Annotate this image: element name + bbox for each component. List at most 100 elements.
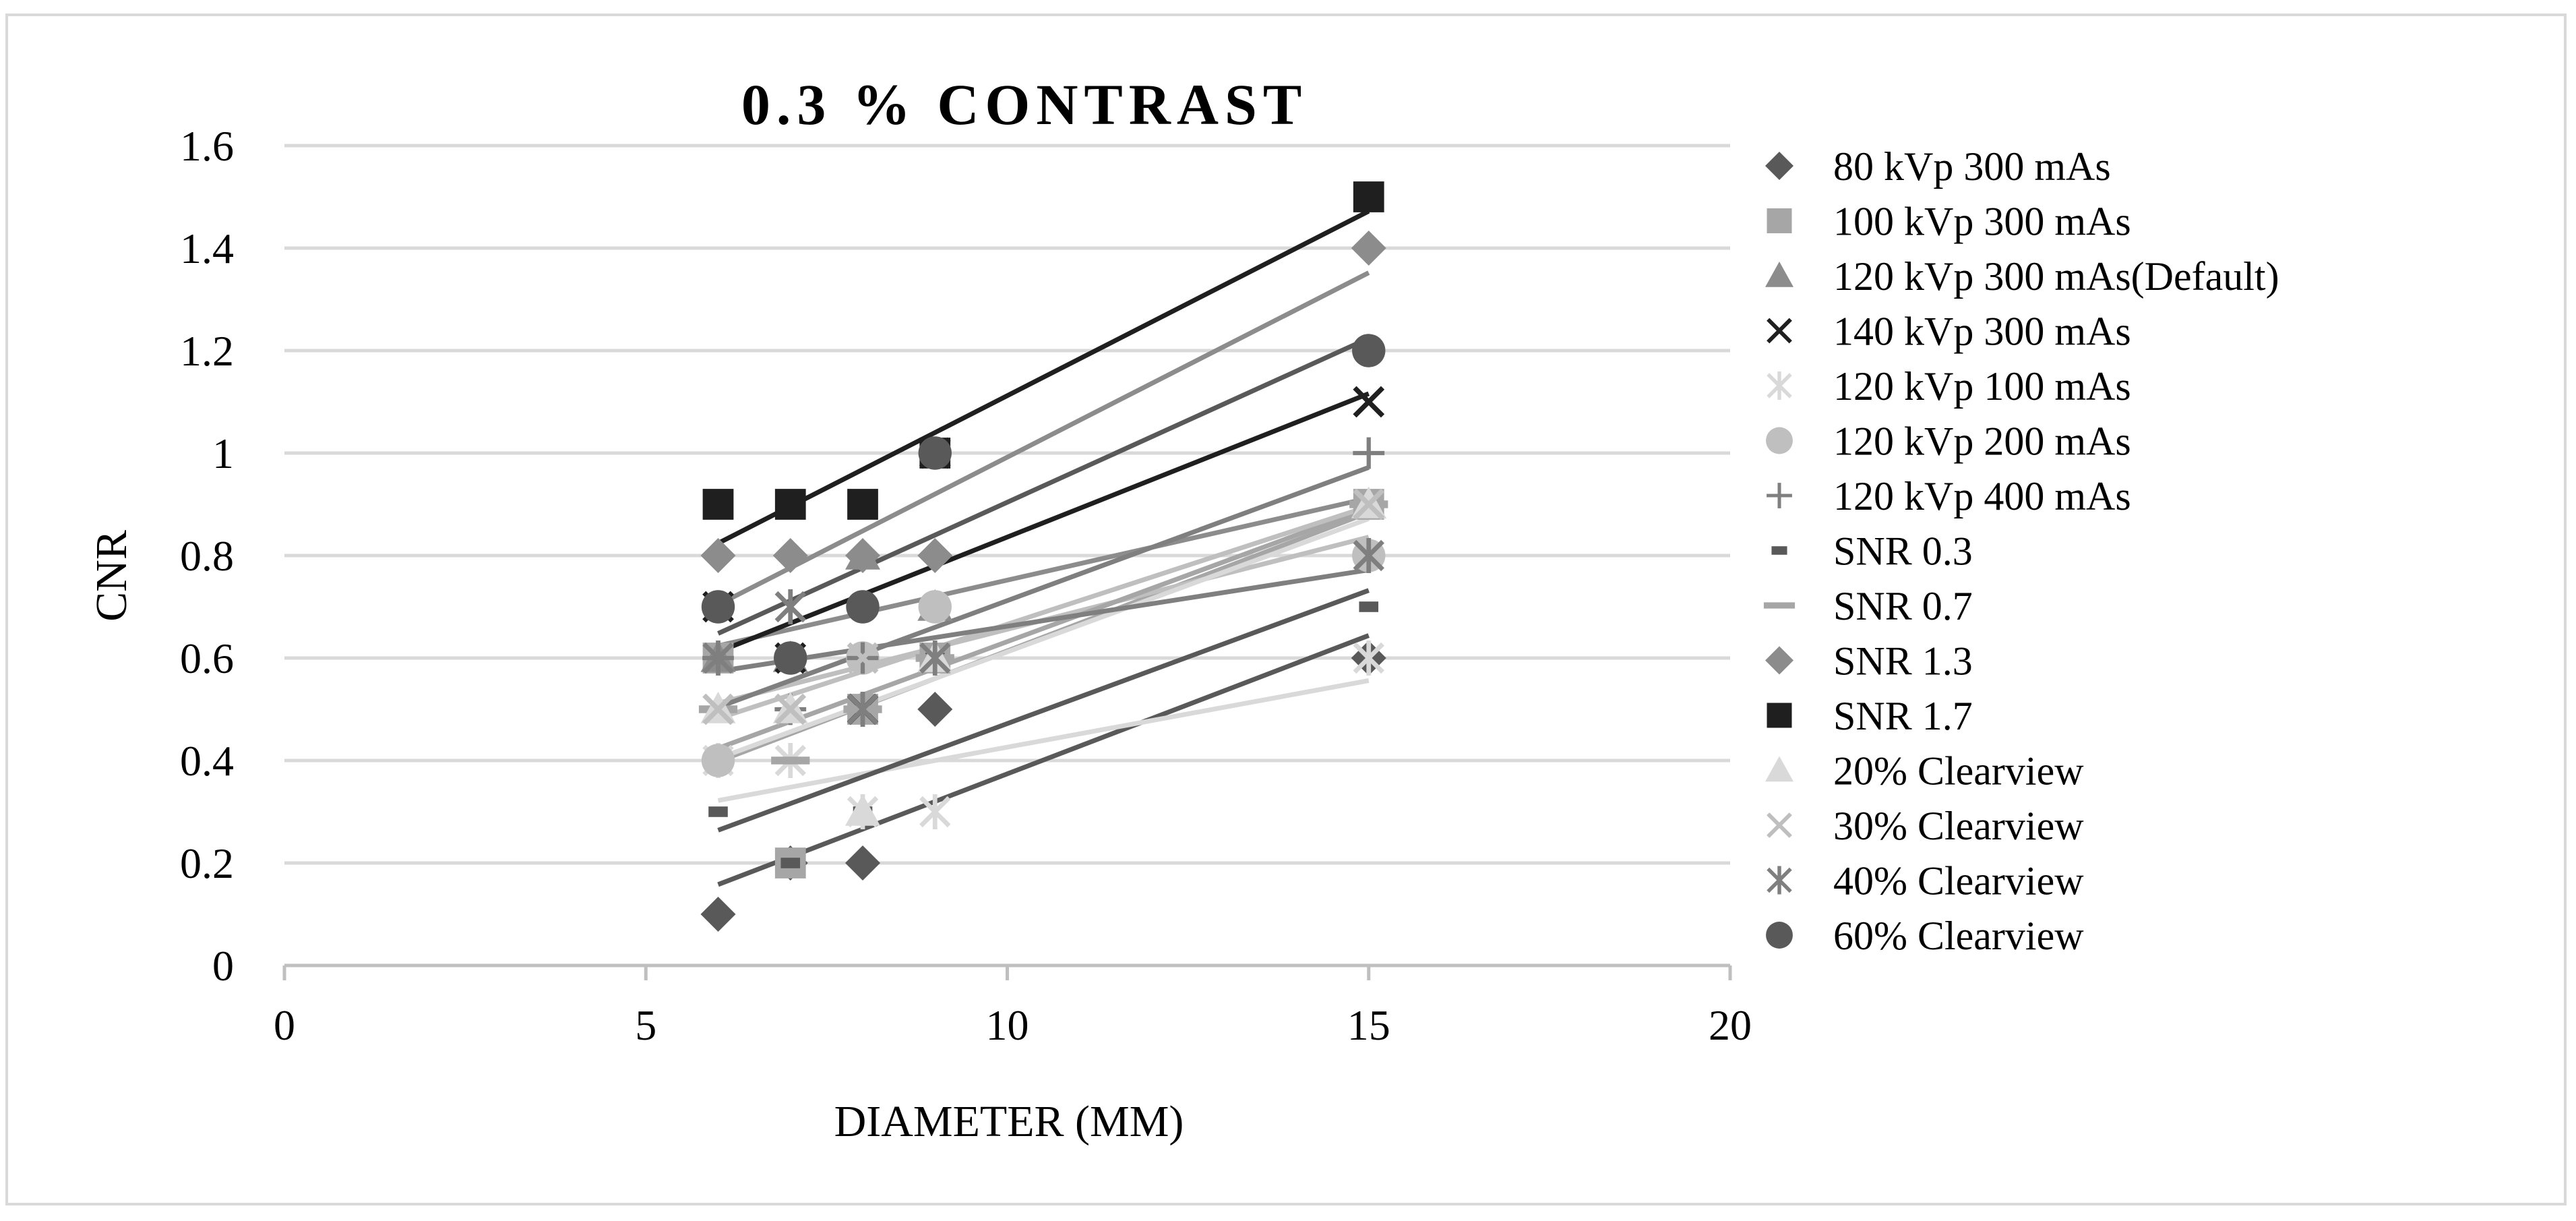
legend-item: 60% Clearview — [1766, 914, 2084, 958]
triangle-shape — [845, 794, 880, 826]
point-series-13 — [847, 642, 879, 674]
trendline-series-5 — [717, 678, 1370, 803]
point-series-10 — [845, 538, 880, 573]
y-tick-label: 1 — [212, 429, 234, 477]
axes: 0 0.2 0.4 0.6 0.8 1 1.2 1.4 1.6 0 5 10 15 20 — [180, 122, 1752, 1049]
trendline-series-3 — [717, 496, 1370, 649]
legend-item: 20% Clearview — [1765, 749, 2084, 794]
point-series-4 — [1353, 386, 1385, 418]
legend-label: 120 kVp 100 mAs — [1833, 364, 2131, 409]
diamond-shape — [917, 538, 953, 573]
legend-item: 100 kVp 300 mAs — [1767, 200, 2131, 244]
legend-item: 120 kVp 400 mAs — [1767, 474, 2131, 518]
diamond-shape — [917, 692, 953, 727]
legend-marker — [1765, 756, 1793, 782]
point-series-15 — [846, 590, 880, 624]
y-tick-label: 1.4 — [180, 225, 234, 272]
y-tick-label: 1.6 — [180, 122, 234, 170]
chart-title: 0.3 % CONTRAST — [741, 72, 1308, 137]
point-series-12 — [845, 794, 880, 826]
trendline-series-13 — [717, 504, 1370, 721]
point-series-11 — [847, 489, 878, 520]
legend-marker — [1767, 703, 1792, 728]
point-series-11 — [774, 489, 806, 520]
legend-item: SNR 0.3 — [1771, 529, 1973, 574]
y-tick-label: 1.2 — [180, 327, 234, 375]
legend-marker — [1766, 922, 1793, 949]
circle-shape — [1766, 922, 1793, 949]
point-series-13 — [1353, 488, 1385, 520]
x-stroke — [702, 693, 734, 725]
legend-marker — [1766, 427, 1793, 454]
point-series-15 — [701, 590, 735, 624]
x-stroke — [1767, 812, 1792, 838]
legend-item: 30% Clearview — [1767, 804, 2084, 848]
circle-shape — [774, 641, 807, 675]
square-shape — [702, 489, 734, 520]
y-tick-label: 0 — [212, 942, 234, 990]
legend-label: 40% Clearview — [1833, 859, 2084, 903]
dash-shape — [780, 858, 801, 868]
trendlines — [716, 209, 1370, 887]
dash-shape — [1359, 601, 1379, 612]
legend-label: 60% Clearview — [1833, 914, 2084, 958]
point-series-15 — [918, 436, 952, 470]
legend-item: 120 kVp 200 mAs — [1766, 419, 2131, 464]
y-tick-label: 0.8 — [180, 532, 234, 580]
circle-shape — [701, 744, 735, 777]
point-series-5 — [919, 794, 951, 829]
point-series-7 — [1353, 437, 1385, 469]
diamond-shape — [1765, 152, 1793, 180]
legend-item: 120 kVp 300 mAs(Default) — [1765, 254, 2279, 299]
point-series-6 — [918, 590, 952, 624]
dash-shape — [1771, 546, 1787, 555]
legend-marker — [1771, 546, 1787, 555]
x-tick-label: 20 — [1709, 1001, 1752, 1049]
x-tick-label: 10 — [986, 1001, 1029, 1049]
y-tick-label: 0.6 — [180, 634, 234, 682]
point-series-8 — [708, 806, 728, 817]
point-series-6 — [701, 744, 735, 777]
trendline-series-10 — [716, 270, 1370, 607]
point-series-9 — [771, 756, 810, 765]
point-series-14 — [919, 641, 951, 676]
point-series-15 — [774, 641, 807, 675]
point-series-10 — [1351, 231, 1386, 266]
data-points — [698, 181, 1388, 932]
trendline-series-1 — [717, 633, 1370, 887]
x-tick-label: 15 — [1347, 1001, 1390, 1049]
trendline-series-11 — [716, 209, 1370, 545]
point-series-14 — [847, 692, 879, 727]
square-shape — [1767, 208, 1792, 233]
legend-marker — [1767, 208, 1792, 233]
x-stroke — [774, 693, 807, 725]
legend-marker — [1767, 812, 1792, 838]
point-series-8 — [780, 858, 801, 868]
dash-shape — [708, 806, 728, 817]
circle-shape — [918, 590, 952, 624]
legend-label: 120 kVp 200 mAs — [1833, 419, 2131, 464]
legend-marker — [1763, 602, 1796, 609]
diamond-shape — [772, 538, 808, 573]
x-stroke — [1767, 318, 1792, 344]
dash-shape — [1763, 602, 1796, 609]
circle-shape — [701, 590, 735, 624]
legend-item: 120 kVp 100 mAs — [1767, 364, 2131, 409]
legend-label: 30% Clearview — [1833, 804, 2084, 848]
chart-frame: 0.3 % CONTRAST 0 0.2 0.4 0.6 0.8 1 1.2 1.4 1.6 0 5… — [5, 13, 2567, 1205]
point-series-14 — [702, 641, 734, 676]
dash-shape — [771, 756, 810, 765]
triangle-shape — [1765, 756, 1793, 782]
legend-marker — [1767, 318, 1792, 344]
chart-svg: 0.3 % CONTRAST 0 0.2 0.4 0.6 0.8 1 1.2 1.4 1.6 0 5… — [87, 72, 2279, 1146]
point-series-14 — [774, 589, 806, 624]
legend-item: 140 kVp 300 mAs — [1767, 309, 2131, 354]
x-axis-title: DIAMETER (MM) — [834, 1097, 1184, 1146]
legend-label: 120 kVp 400 mAs — [1833, 474, 2131, 518]
square-shape — [774, 489, 806, 520]
x-tick-label: 5 — [635, 1001, 656, 1049]
legend-marker — [1767, 483, 1792, 508]
legend-marker — [1767, 371, 1792, 400]
diamond-shape — [845, 845, 880, 881]
trendline-series-14 — [717, 567, 1370, 674]
